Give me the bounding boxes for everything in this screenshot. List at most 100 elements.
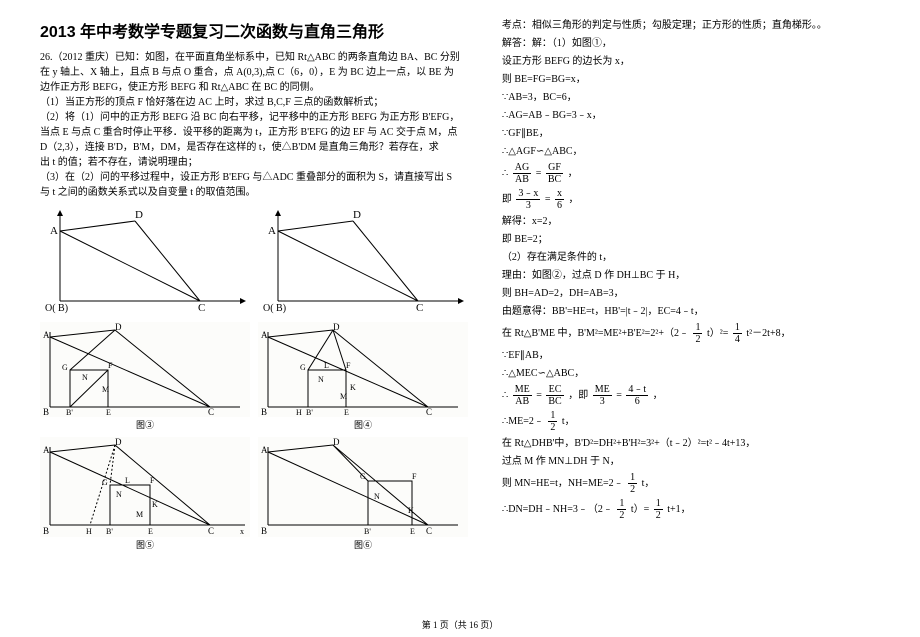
label-C: C <box>416 302 423 314</box>
svg-text:x: x <box>240 527 244 536</box>
svg-text:E: E <box>410 527 415 536</box>
sol-line: ∵EF∥AB， <box>502 348 880 363</box>
sol-line: 在 Rt△B'ME 中，B'M²=ME²+B'E²=2²+（2﹣ 12 t）²=… <box>502 322 880 345</box>
svg-text:D: D <box>333 437 340 447</box>
sol-line: ∵GF∥BE， <box>502 126 880 141</box>
frac-num: 3﹣x <box>516 188 540 200</box>
problem-line: 当点 E 与点 C 重合时停止平移．设平移的距离为 t，正方形 B'EFG 的边… <box>40 125 478 140</box>
page-title: 2013 年中考数学专题复习二次函数与直角三角形 <box>40 18 478 42</box>
frac-right: ， <box>568 168 578 179</box>
svg-text:H: H <box>296 408 302 417</box>
sol-line: 理由：如图②，过点 D 作 DH⊥BC 于 H， <box>502 268 880 283</box>
sol-frac-line: ∴ AG AB = GF BC ， <box>502 162 880 185</box>
svg-text:F: F <box>150 476 155 485</box>
svg-text:G: G <box>62 363 68 372</box>
figure-top-right: A D O( B) C <box>258 206 468 316</box>
sol-line: 则 MN=HE=t，NH=ME=2﹣ 12 t， <box>502 472 880 495</box>
svg-text:B: B <box>43 526 49 536</box>
svg-text:C: C <box>426 407 432 417</box>
figure-4: A D F G L N K M B H B' E C <box>258 322 468 417</box>
sol-text: 在 Rt△B'ME 中，B'M²=ME²+B'E²=2²+（2﹣ <box>502 328 689 339</box>
figure-5: A D F G L N K M B H B' E C x <box>40 437 250 537</box>
svg-text:B': B' <box>106 527 113 536</box>
fraction: 12 <box>628 472 637 495</box>
svg-text:A: A <box>43 445 50 455</box>
problem-text: 26.（2012 重庆）已知：如图，在平面直角坐标系中，已知 Rt△ABC 的两… <box>40 50 478 200</box>
svg-text:C: C <box>208 407 214 417</box>
frac-den: 6 <box>555 200 564 211</box>
frac-left: ∴ <box>502 390 508 401</box>
sol-line: 在 Rt△DHB'中，B'D²=DH²+B'H²=3²+（t﹣2）²=t²﹣4t… <box>502 436 880 451</box>
label-D: D <box>353 209 361 221</box>
frac-num: AG <box>513 162 531 174</box>
svg-text:G: G <box>300 363 306 372</box>
frac-den: AB <box>513 396 532 407</box>
fraction: 3﹣x 3 <box>516 188 540 211</box>
frac-num: x <box>555 188 564 200</box>
svg-text:F: F <box>346 361 351 370</box>
sol-line: 解得：x=2， <box>502 214 880 229</box>
svg-text:F: F <box>412 472 417 481</box>
figure-4-wrap: A D F G L N K M B H B' E C 图④ <box>258 322 468 431</box>
sol-text: t²－2t+8， <box>746 328 790 339</box>
svg-text:M: M <box>102 385 109 394</box>
figure-6-wrap: A D F G N K B B' E C 图⑥ <box>258 437 468 551</box>
sol-line: 过点 M 作 MN⊥DH 于 N， <box>502 454 880 469</box>
frac-num: EC <box>546 384 563 396</box>
frac-den: 3 <box>516 200 540 211</box>
svg-text:G: G <box>102 478 108 487</box>
problem-line: 26.（2012 重庆）已知：如图，在平面直角坐标系中，已知 Rt△ABC 的两… <box>40 50 478 65</box>
frac-den: 6 <box>626 396 648 407</box>
sol-line: ∴△AGF∽△ABC， <box>502 144 880 159</box>
figure-5-wrap: A D F G L N K M B H B' E C x 图⑤ <box>40 437 250 551</box>
sol-line: ∴△MEC∽△ABC， <box>502 366 880 381</box>
svg-text:K: K <box>350 383 356 392</box>
svg-text:E: E <box>106 408 111 417</box>
svg-text:B: B <box>261 407 267 417</box>
label-D: D <box>135 209 143 221</box>
solution-column: 考点：相似三角形的判定与性质；勾股定理；正方形的性质；直角梯形。。 解答：解：（… <box>502 18 880 557</box>
problem-line: 与 t 之间的函数关系式以及自变量 t 的取值范围。 <box>40 185 478 200</box>
problem-line: 在 y 轴上、X 轴上，且点 B 与点 O 重合，点 A(0,3),点 C（6，… <box>40 65 478 80</box>
svg-text:N: N <box>374 492 380 501</box>
svg-text:F: F <box>108 361 113 370</box>
fraction: 12 <box>548 410 557 433</box>
figure-row-mid: A D F G N M B B' E C 图③ <box>40 322 478 431</box>
sol-line: ∵AB=3，BC=6， <box>502 90 880 105</box>
frac-den: BC <box>546 396 563 407</box>
frac-den: AB <box>513 174 531 185</box>
fraction: 12 <box>693 322 702 345</box>
sol-text: 则 MN=HE=t，NH=ME=2﹣ <box>502 478 624 489</box>
sol-line: 则 BE=FG=BG=x， <box>502 72 880 87</box>
label-A: A <box>50 225 58 237</box>
sol-line: ∴ME=2﹣ 12 t， <box>502 410 880 433</box>
frac-left: ∴ <box>502 168 508 179</box>
sol-text: ∴ME=2﹣ <box>502 416 544 427</box>
figure-5-caption: 图⑤ <box>40 538 250 551</box>
sol-line: 解答：解：（1）如图①， <box>502 36 880 51</box>
svg-text:K: K <box>408 506 414 515</box>
label-OB: O( B) <box>45 303 68 314</box>
svg-text:B': B' <box>364 527 371 536</box>
problem-line: 出 t 的值；若不存在，请说明理由； <box>40 155 478 170</box>
problem-line: （1）当正方形的顶点 F 恰好落在边 AC 上时，求过 B,C,F 三点的函数解… <box>40 95 478 110</box>
svg-text:N: N <box>82 373 88 382</box>
fraction: AG AB <box>513 162 531 185</box>
frac-right: ， <box>653 390 663 401</box>
figure-3-caption: 图③ <box>40 418 250 431</box>
frac-den: 3 <box>593 396 612 407</box>
figure-6-caption: 图⑥ <box>258 538 468 551</box>
svg-text:L: L <box>324 361 329 370</box>
svg-text:E: E <box>344 408 349 417</box>
frac-num: ME <box>513 384 532 396</box>
sol-line: 考点：相似三角形的判定与性质；勾股定理；正方形的性质；直角梯形。。 <box>502 18 880 33</box>
svg-text:B': B' <box>66 408 73 417</box>
fraction: 12 <box>617 498 626 521</box>
frac-eq: = <box>545 194 551 205</box>
label-A: A <box>268 225 276 237</box>
svg-text:M: M <box>340 392 347 401</box>
figure-row-bot: A D F G L N K M B H B' E C x 图⑤ <box>40 437 478 551</box>
fraction: 12 <box>654 498 663 521</box>
svg-text:N: N <box>116 490 122 499</box>
svg-text:H: H <box>86 527 92 536</box>
